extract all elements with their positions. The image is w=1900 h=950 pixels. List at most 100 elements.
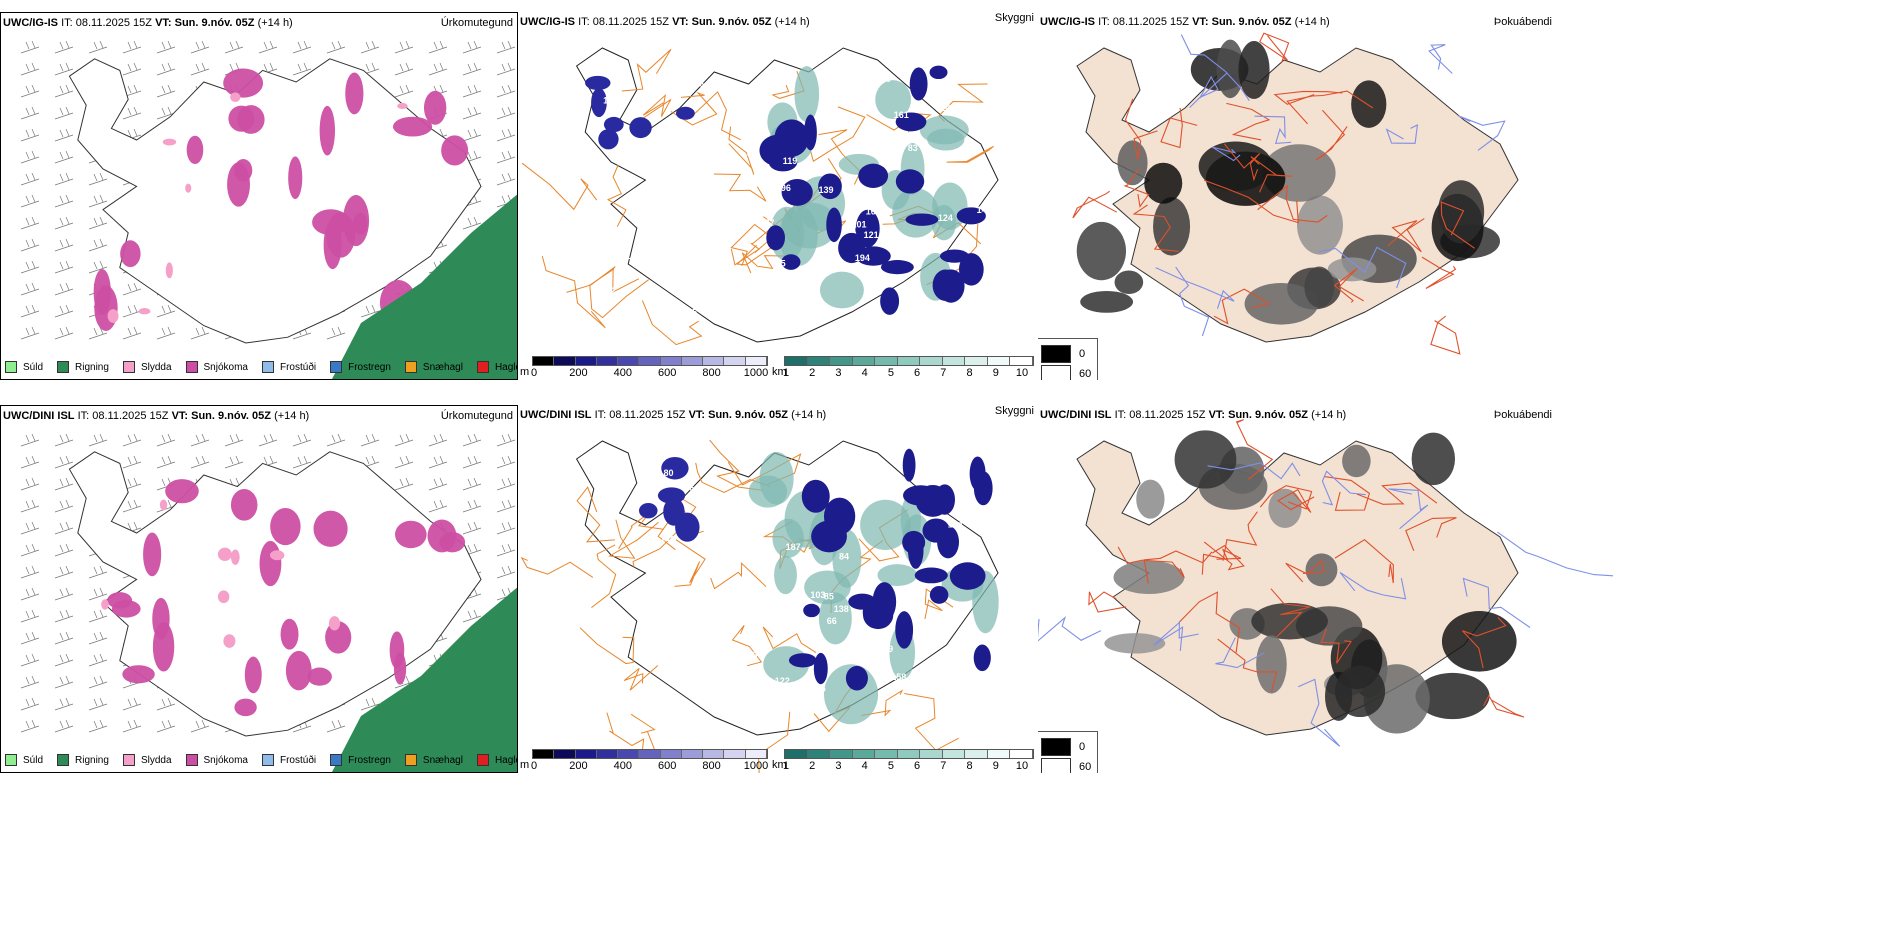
precip-map-row1	[20, 40, 517, 379]
colorbar-cell	[554, 357, 576, 365]
colorbar-tick: 2	[809, 367, 816, 379]
snow-depth-label: 101	[852, 220, 867, 230]
snow-depth-label: 742	[944, 652, 959, 662]
snow-depth-label: 76	[628, 257, 638, 267]
colorbar-tick: 5	[887, 367, 894, 379]
fog-blobs	[1104, 430, 1517, 734]
snow-depth-label: 18	[746, 148, 756, 158]
legend-item: Frostregn	[330, 361, 391, 373]
snow-visibility-panel-row2: 84 70 80 63 84 104 85 187 66 96 144 109 96 103 158 122 7…	[518, 405, 1038, 773]
colorbar-cell	[618, 750, 640, 758]
snow-depth-label: 109	[713, 645, 728, 655]
legend-label: Snjókoma	[203, 754, 248, 766]
fog-key: 0 60	[1038, 731, 1099, 773]
colorbar-cell	[875, 357, 898, 365]
legend-label: Haglél	[494, 754, 517, 766]
roads	[1038, 419, 1614, 747]
snow-depth-label: 148	[689, 78, 704, 88]
colorbar-tick: 10	[1015, 760, 1029, 772]
legend-label: Snjókoma	[203, 361, 248, 373]
fog-panel-row2: UWC/DINI ISL IT: 08.11.2025 15Z VT: Sun.…	[1038, 405, 1900, 773]
colorbar-cell	[852, 357, 876, 365]
legend-label: Rigning	[75, 754, 109, 766]
legend-swatch	[330, 754, 343, 766]
snow-depth-label: 102	[933, 157, 948, 167]
colorbar-swatches	[532, 749, 768, 759]
legend-swatch	[57, 361, 70, 373]
fog-map-row1	[1072, 32, 1519, 355]
colorbar-tick: 3	[835, 367, 842, 379]
legend-item: Snæhagl	[404, 361, 463, 373]
legend-item: Snjókoma	[185, 754, 248, 766]
colorbar-cell	[987, 357, 1011, 365]
snow-depth-label: 80	[664, 468, 674, 478]
colorbar-cell	[724, 750, 746, 758]
snow-depth-label: 124	[938, 213, 953, 223]
colorbar-swatches	[784, 356, 1034, 366]
legend-label: Haglél	[494, 361, 517, 373]
panel-header: UWC/IG-IS IT: 08.11.2025 15Z VT: Sun. 9.…	[3, 17, 293, 29]
colorbar-tick: 1000	[743, 760, 769, 772]
colorbar-tick: 800	[702, 760, 721, 772]
snow-depth-label: 74	[598, 672, 608, 682]
colorbar-cell	[618, 357, 640, 365]
snow-depth-label: 119	[783, 156, 798, 166]
panel-title-fog: Þokuábendi	[1493, 16, 1552, 28]
panel-title-precip: Úrkomutegund	[440, 17, 513, 29]
colorbar-cell	[745, 357, 767, 365]
colorbar-cell	[533, 357, 555, 365]
colorbar-cell	[1010, 357, 1034, 365]
fog-key-white	[1041, 365, 1071, 380]
snow-depth-label: 32	[973, 293, 983, 303]
colorbar-cell	[942, 750, 966, 758]
colorbar-tick: 1	[782, 760, 790, 772]
legend-item: Frostúði	[261, 361, 317, 373]
legend-label: Frostregn	[348, 754, 391, 766]
colorbar-cell	[830, 750, 853, 758]
colorbar-tick: 5	[887, 760, 894, 772]
panel-header: UWC/DINI ISL IT: 08.11.2025 15Z VT: Sun.…	[520, 409, 827, 421]
colorbar-cell	[785, 357, 808, 365]
colorbar-cell	[785, 750, 808, 758]
colorbar-cell	[533, 750, 555, 758]
colorbar-cell	[660, 357, 682, 365]
colorbar-tick: 4	[861, 760, 868, 772]
legend-item: Slydda	[122, 361, 172, 373]
legend-swatch	[5, 754, 17, 766]
snow-depth-label: 85	[824, 592, 834, 602]
colorbar-tick: 8	[966, 760, 973, 772]
colorbar-ticks: 0 200 400 600 800 1000	[520, 760, 768, 773]
colorbar-tick: 2	[809, 760, 816, 772]
snow-depth-label: 158	[891, 672, 906, 682]
legend-item: Haglél	[476, 754, 517, 766]
legend-label: Rigning	[75, 361, 109, 373]
panel-title-visibility: Skyggni	[994, 12, 1034, 24]
colorbar-cell	[703, 357, 725, 365]
snow-labels: 84 70 80 63 84 104 85 187 66 96 144 109 96 103 158 122 7…	[598, 468, 962, 697]
legend-swatch	[185, 361, 198, 373]
snow-depth-label: 75	[687, 308, 697, 318]
colorbar-tick: 4	[861, 367, 868, 379]
snow-depth-label: 52	[717, 687, 727, 697]
snow-depth-label: 158	[673, 192, 688, 202]
colorbar-cell	[660, 750, 682, 758]
legend-swatch	[5, 361, 17, 373]
colorbar-unit: m	[520, 366, 530, 378]
snow-visibility-panel-row1: 72 87 121 69 63 77 120 102 18 85 75 114 91 107 124 119 1…	[518, 12, 1038, 380]
colorbar-cell	[987, 750, 1011, 758]
legend-item: Frostregn	[330, 754, 391, 766]
panel-title-visibility: Skyggni	[994, 405, 1034, 417]
colorbar-tick: 7	[940, 367, 947, 379]
colorbar-cell	[875, 750, 898, 758]
visibility-colorbar: km 1 2 3 4 5 6 7 8 9 10	[772, 749, 1034, 773]
snow-depth-label: 124	[700, 167, 715, 177]
fog-key-black	[1041, 345, 1071, 363]
snow-depth-blobs	[585, 65, 986, 315]
panel-header: UWC/DINI ISL IT: 08.11.2025 15Z VT: Sun.…	[3, 410, 310, 422]
snow-depth-label: 126	[811, 683, 826, 693]
legend-label: Frostúði	[279, 361, 317, 373]
panel-header: UWC/IG-IS IT: 08.11.2025 15Z VT: Sun. 9.…	[1040, 16, 1330, 28]
colorbar-cell	[920, 750, 943, 758]
snow-depth-label: 63	[664, 642, 674, 652]
